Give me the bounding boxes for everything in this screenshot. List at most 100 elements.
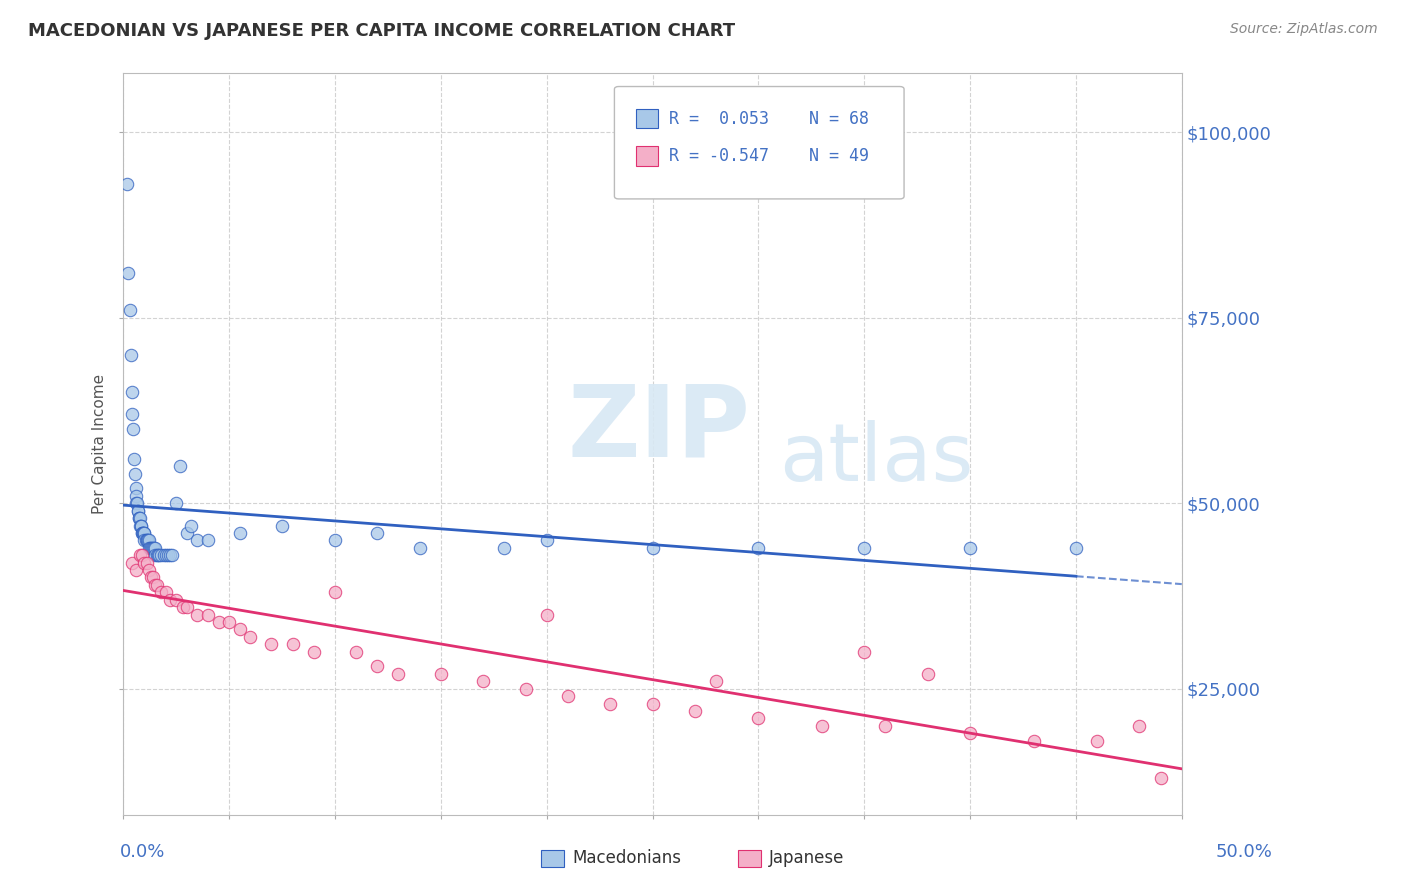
Point <box>494 541 516 555</box>
Point <box>143 541 166 555</box>
Point <box>747 541 769 555</box>
Point <box>150 548 173 562</box>
Point <box>142 541 165 555</box>
Point <box>127 504 149 518</box>
Point <box>515 681 537 696</box>
Point <box>134 556 156 570</box>
Point <box>186 607 208 622</box>
Text: Japanese: Japanese <box>769 849 845 867</box>
Point <box>875 719 897 733</box>
Point <box>143 541 166 555</box>
Point <box>128 511 150 525</box>
Point <box>853 645 876 659</box>
Point <box>207 615 229 629</box>
Point <box>139 541 162 555</box>
Point <box>150 585 173 599</box>
Point <box>959 726 981 740</box>
Point <box>135 533 157 548</box>
Point <box>132 525 155 540</box>
Point <box>138 563 160 577</box>
Point <box>811 719 834 733</box>
Point <box>121 556 143 570</box>
Point <box>366 659 388 673</box>
Point <box>641 697 664 711</box>
Point <box>135 533 157 548</box>
Point <box>129 518 152 533</box>
Point <box>344 645 367 659</box>
Point <box>165 592 187 607</box>
Point <box>159 592 181 607</box>
Text: R =  0.053    N = 68: R = 0.053 N = 68 <box>669 110 869 128</box>
Point <box>128 511 150 525</box>
Point <box>1064 541 1087 555</box>
Point <box>122 451 145 466</box>
Point <box>239 630 262 644</box>
Point <box>148 548 170 562</box>
Point <box>180 518 202 533</box>
Point <box>599 697 621 711</box>
Point <box>125 496 148 510</box>
Point <box>121 407 143 421</box>
Point <box>118 303 141 318</box>
Point <box>127 504 149 518</box>
Point <box>135 533 157 548</box>
Point <box>139 541 162 555</box>
Point <box>148 548 170 562</box>
Point <box>747 711 769 725</box>
Point <box>129 548 152 562</box>
Point <box>143 578 166 592</box>
Point <box>120 348 142 362</box>
Point <box>229 525 252 540</box>
Point <box>260 637 283 651</box>
Point <box>132 525 155 540</box>
Point <box>132 525 155 540</box>
Text: atlas: atlas <box>779 420 974 498</box>
Point <box>1128 719 1150 733</box>
Point <box>165 496 187 510</box>
Point <box>121 422 143 436</box>
Point <box>302 645 325 659</box>
Point <box>131 548 153 562</box>
Point <box>1022 733 1045 747</box>
Point <box>1085 733 1108 747</box>
Point <box>124 467 146 481</box>
Point <box>271 518 294 533</box>
Point <box>917 666 939 681</box>
Point <box>136 533 159 548</box>
Point <box>197 533 219 548</box>
Text: R = -0.547    N = 49: R = -0.547 N = 49 <box>669 147 869 165</box>
Point <box>169 459 191 474</box>
Point <box>131 525 153 540</box>
Point <box>683 704 706 718</box>
Point <box>1149 771 1171 785</box>
Point <box>152 548 174 562</box>
Point <box>323 533 346 548</box>
Point <box>160 548 183 562</box>
Point <box>536 533 558 548</box>
Point <box>115 178 138 192</box>
Point <box>156 548 179 562</box>
Text: 50.0%: 50.0% <box>1216 843 1272 861</box>
Point <box>131 525 153 540</box>
Point <box>125 496 148 510</box>
Text: ZIP: ZIP <box>568 381 751 477</box>
Point <box>139 570 162 584</box>
Text: 0.0%: 0.0% <box>120 843 165 861</box>
Point <box>959 541 981 555</box>
Point <box>557 689 579 703</box>
Text: Source: ZipAtlas.com: Source: ZipAtlas.com <box>1230 22 1378 37</box>
Point <box>155 585 177 599</box>
Point <box>172 600 194 615</box>
Point <box>143 548 166 562</box>
Point <box>704 674 727 689</box>
Point <box>135 556 157 570</box>
Point <box>155 548 177 562</box>
Point <box>281 637 304 651</box>
Point <box>128 511 150 525</box>
Point <box>134 533 156 548</box>
Point <box>124 482 146 496</box>
Point <box>176 525 198 540</box>
Point <box>146 548 169 562</box>
Point <box>117 266 139 280</box>
Point <box>129 518 152 533</box>
